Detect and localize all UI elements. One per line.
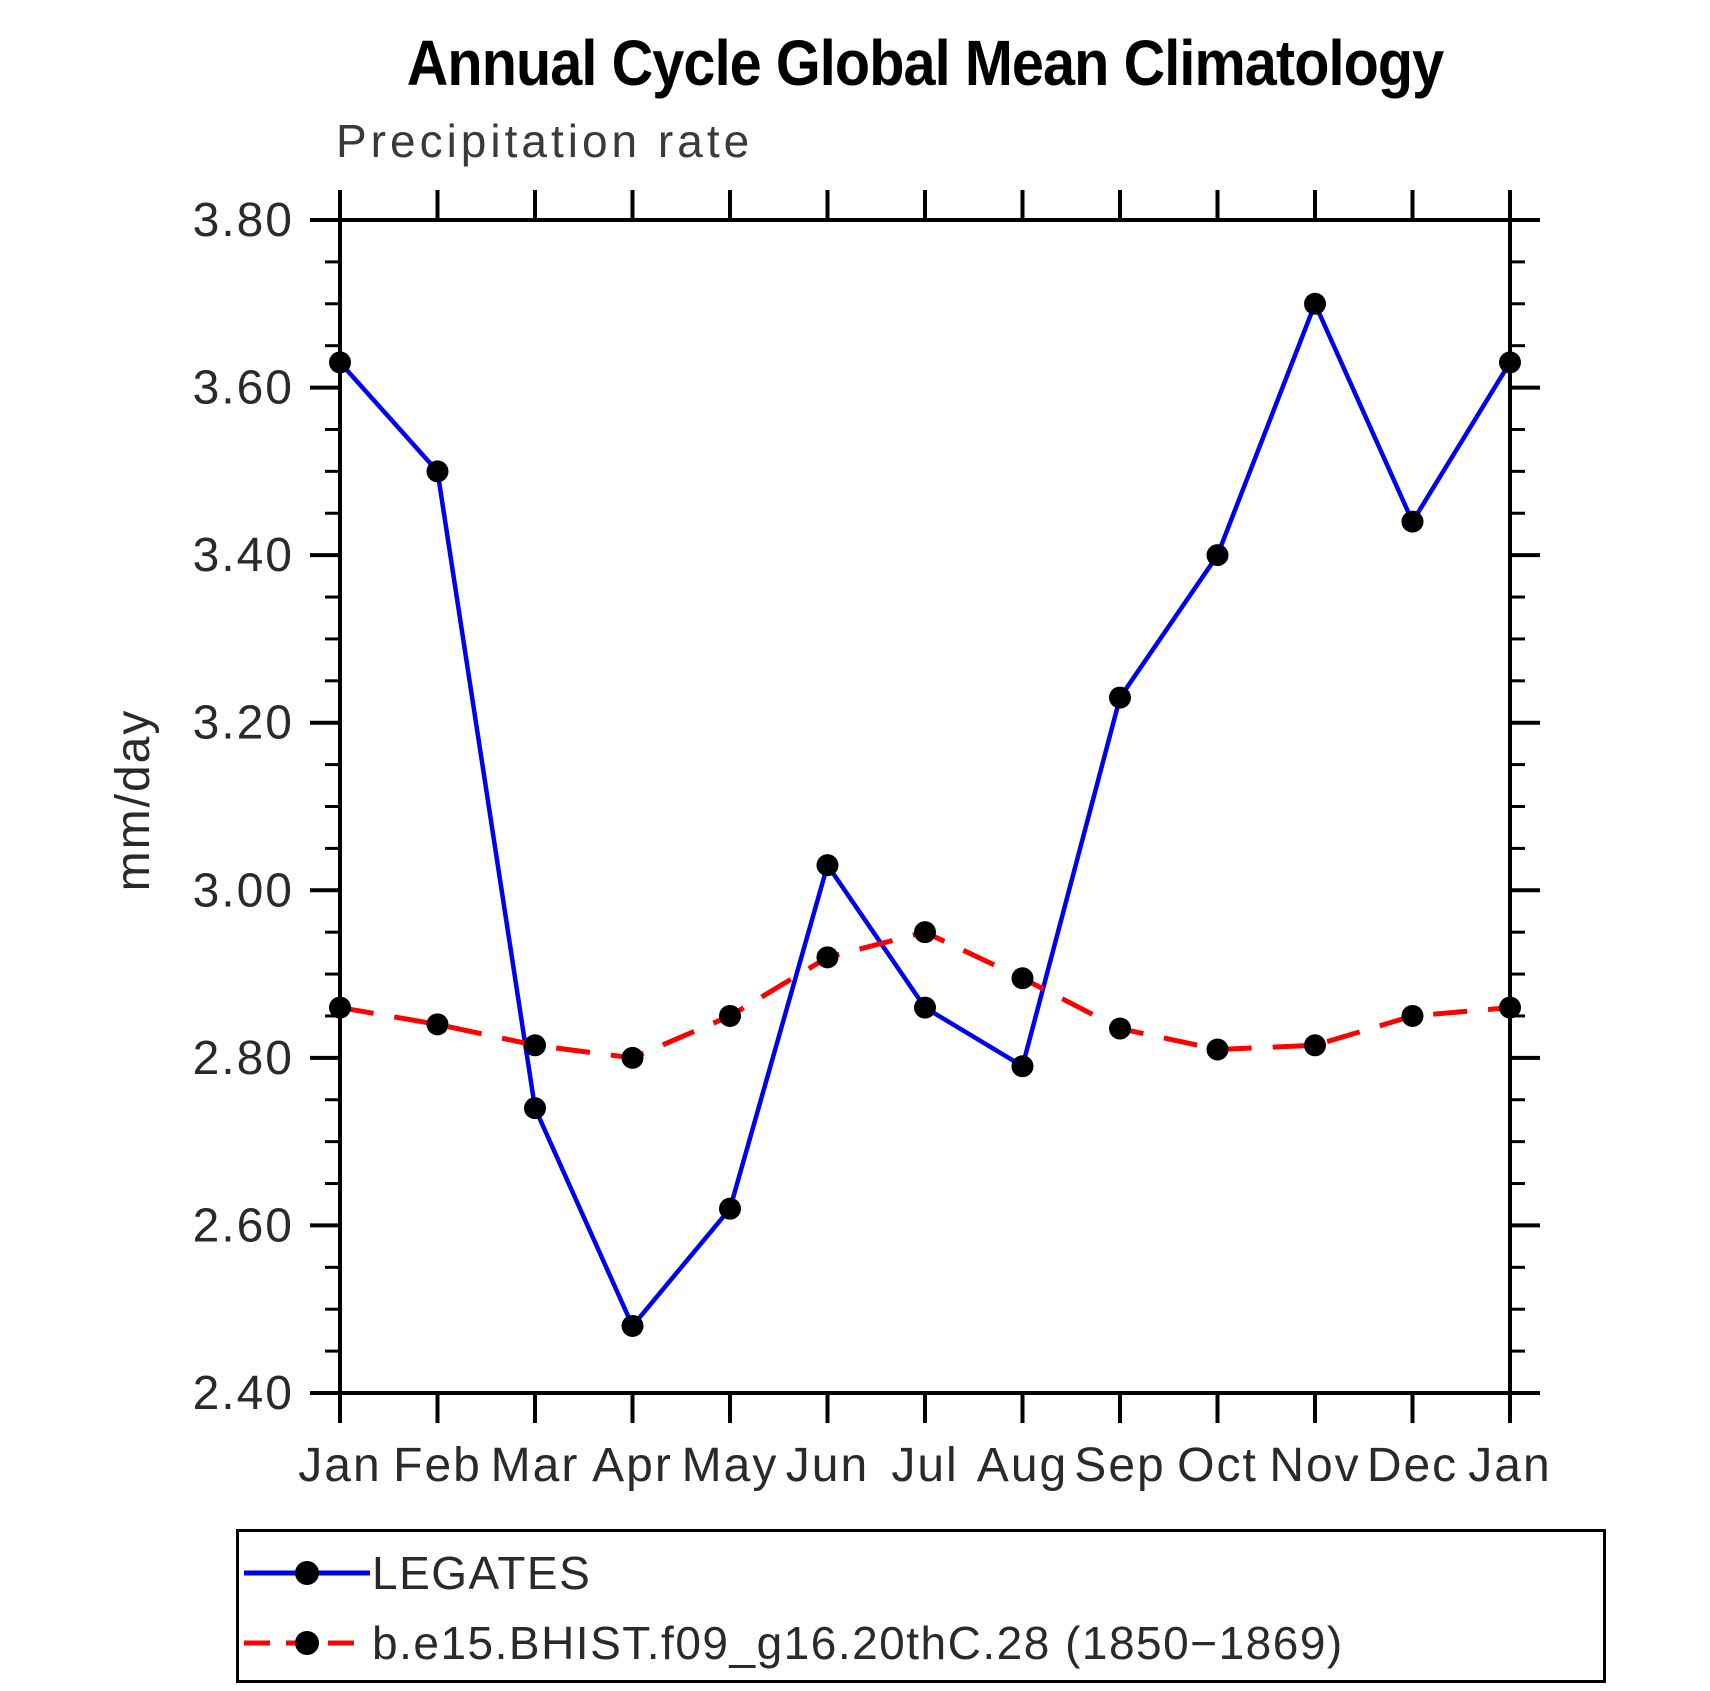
data-point-marker	[1011, 1055, 1034, 1078]
data-point-marker	[914, 921, 936, 944]
data-point-marker	[1499, 996, 1521, 1019]
data-point-marker	[524, 1097, 546, 1120]
x-tick-label: Sep	[1074, 1439, 1165, 1492]
x-tick-label: Aug	[977, 1439, 1068, 1492]
x-tick-label: Jan	[298, 1439, 381, 1492]
chart-subtitle: Precipitation rate	[336, 115, 754, 167]
legend-item-legates: LEGATES	[242, 1544, 591, 1602]
x-tick-label: Feb	[393, 1439, 482, 1492]
x-tick-label: Oct	[1177, 1439, 1258, 1492]
x-tick-label: Jul	[891, 1439, 958, 1492]
data-point-marker	[524, 1034, 546, 1057]
y-tick-label: 2.80	[193, 1032, 294, 1085]
data-point-marker	[914, 996, 936, 1019]
data-point-marker	[1304, 292, 1326, 315]
legend-line-sample-solid	[244, 1561, 370, 1585]
chart-title: Annual Cycle Global Mean Climatology	[406, 27, 1444, 99]
legend-label: LEGATES	[372, 1547, 592, 1599]
data-point-marker	[816, 946, 839, 969]
data-point-marker	[426, 460, 449, 483]
data-point-marker	[1206, 1038, 1229, 1061]
legend-sample-marker	[295, 1561, 319, 1585]
y-tick-label: 3.60	[193, 362, 294, 415]
y-tick-label: 3.20	[193, 697, 294, 750]
legend-item-model: b.e15.BHIST.f09_g16.20thC.28 (1850−1869)	[242, 1614, 1344, 1672]
y-tick-label: 2.40	[193, 1367, 294, 1420]
data-point-marker	[621, 1314, 644, 1337]
y-tick-label: 3.40	[193, 529, 294, 582]
x-tick-label: May	[682, 1439, 779, 1492]
data-point-marker	[719, 1004, 741, 1027]
data-point-marker	[329, 996, 351, 1019]
x-tick-label: Jun	[786, 1439, 869, 1492]
x-tick-label: Dec	[1367, 1439, 1458, 1492]
data-point-marker	[816, 854, 839, 877]
data-point-marker	[1011, 967, 1034, 990]
data-point-marker	[719, 1197, 741, 1220]
legend-sample-marker	[295, 1631, 319, 1655]
x-tick-label: Mar	[491, 1439, 580, 1492]
x-tick-label: Apr	[592, 1439, 673, 1492]
y-tick-label: 2.60	[193, 1199, 294, 1252]
data-point-marker	[1304, 1034, 1326, 1057]
series-line-0	[338, 297, 1512, 1331]
x-tick-label: Nov	[1269, 1439, 1360, 1492]
legend: LEGATES b.e15.BHIST.f09_g16.20thC.28 (18…	[236, 1529, 1606, 1683]
data-point-marker	[1206, 544, 1229, 567]
data-point-marker	[329, 351, 351, 374]
data-point-marker	[1109, 1017, 1131, 1040]
data-point-marker	[621, 1046, 644, 1069]
legend-line-sample-dashed	[244, 1631, 370, 1655]
y-tick-label: 3.80	[193, 194, 294, 247]
data-point-marker	[1401, 510, 1424, 533]
data-point-marker	[1499, 351, 1521, 374]
data-point-marker	[1109, 686, 1131, 709]
plot-border	[338, 218, 1512, 1395]
legend-label: b.e15.BHIST.f09_g16.20thC.28 (1850−1869)	[372, 1617, 1344, 1669]
data-point-marker	[426, 1013, 449, 1036]
data-point-marker	[1401, 1004, 1424, 1027]
y-tick-label: 3.00	[193, 864, 294, 917]
x-tick-label: Jan	[1468, 1439, 1551, 1492]
